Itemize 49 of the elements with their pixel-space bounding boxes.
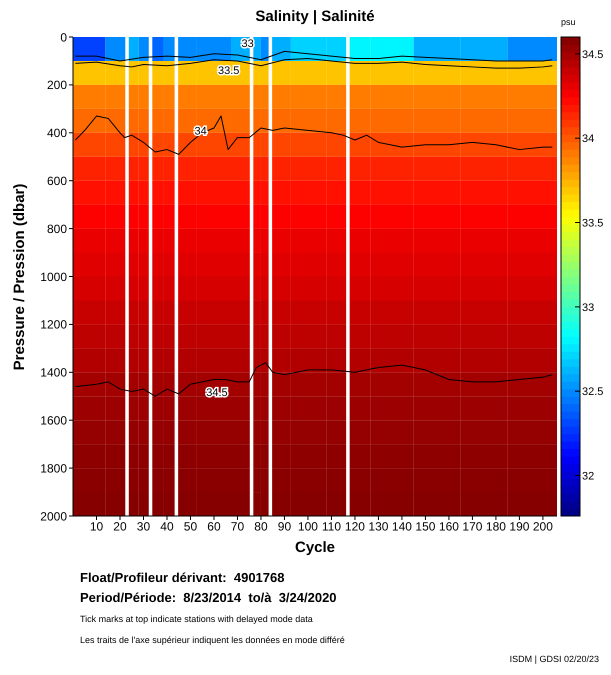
x-tick-label: 200 — [532, 520, 554, 534]
y-tick-label: 400 — [46, 126, 68, 140]
text: Tick marks at top indicate stations with delayed mode data — [80, 614, 313, 624]
series-label: 34.5 — [206, 386, 228, 399]
y-tick-label: 800 — [46, 222, 68, 236]
y-tick-label: 600 — [46, 174, 68, 188]
color-bar-label: 32.5 — [582, 386, 604, 398]
y-tick-label: 1400 — [40, 366, 68, 380]
x-tick-label: 30 — [136, 520, 150, 534]
color-bar-label: 33.5 — [582, 218, 604, 230]
y-tick-label: 1600 — [40, 413, 68, 428]
text: Les traits de l'axe supérieur indiquent les données en mode différé — [80, 635, 345, 645]
color-bar-label: 33 — [582, 302, 594, 314]
color-bar-label: 34 — [582, 133, 594, 146]
y-tick-label: 200 — [46, 78, 68, 92]
x-axis-title: Cycle — [294, 539, 336, 556]
x-tick-label: 100 — [298, 520, 318, 534]
x-tick-label: 40 — [160, 520, 174, 534]
y-tick-label: 1200 — [40, 318, 68, 332]
x-tick-label: 50 — [184, 520, 198, 534]
x-tick-label: 190 — [509, 520, 530, 534]
x-tick-label: 80 — [254, 520, 268, 534]
line-series — [74, 362, 553, 397]
x-tick-label: 20 — [113, 520, 127, 534]
x-tick-label: 160 — [438, 520, 460, 534]
color-bar-title: psu — [561, 17, 576, 27]
y-axis-title: Pressure / Pression (dbar) — [11, 184, 28, 370]
x-tick-label: 110 — [322, 520, 342, 534]
x-tick-label: 180 — [486, 520, 506, 534]
y-tick-label: 1000 — [40, 270, 68, 284]
x-tick-label: 140 — [392, 520, 412, 534]
series-label: 33.5 — [218, 64, 240, 77]
x-tick-label: 120 — [344, 520, 366, 534]
y-tick-label: 2000 — [40, 509, 68, 524]
x-tick-label: 10 — [90, 520, 104, 534]
text: ISDM | GDSI 02/20/23 — [510, 654, 599, 664]
x-tick-label: 60 — [207, 520, 221, 534]
x-tick-label: 130 — [368, 520, 389, 534]
text: Float/Profileur dérivant: 4901768 — [80, 570, 284, 585]
x-tick-label: 170 — [462, 520, 483, 534]
x-tick-label: 90 — [278, 520, 292, 534]
chart-title: Salinity | Salinité — [254, 8, 376, 25]
color-bar-label: 32 — [582, 470, 594, 483]
y-tick-label: 1800 — [40, 461, 68, 476]
color-bar-label: 34.5 — [582, 48, 604, 61]
text: Period/Période: 8/23/2014 to/à 3/24/2020 — [80, 590, 337, 605]
x-tick-label: 70 — [230, 520, 244, 534]
y-tick-label: 0 — [60, 30, 68, 44]
x-tick-label: 150 — [415, 520, 436, 534]
